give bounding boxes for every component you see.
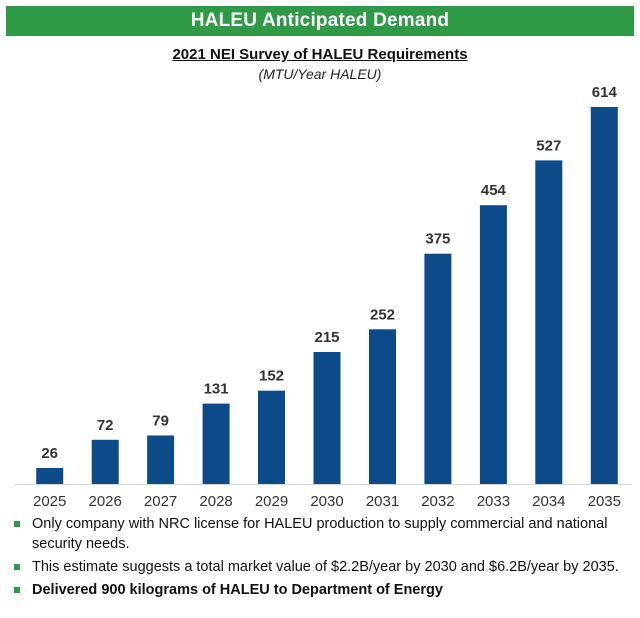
- x-tick-label-2033: 2033: [477, 493, 510, 510]
- bullet-list: Only company with NRC license for HALEU …: [14, 514, 626, 603]
- x-tick-label-2026: 2026: [89, 493, 122, 510]
- data-label-2035: 614: [592, 84, 618, 101]
- data-label-2030: 215: [314, 329, 339, 346]
- data-label-2029: 152: [259, 368, 284, 385]
- bar-2031: [369, 329, 396, 484]
- bar-2027: [147, 435, 175, 484]
- bar-2028: [202, 403, 230, 484]
- bar-2029: [258, 390, 285, 484]
- data-label-2025: 26: [41, 445, 58, 462]
- x-tick-label-2029: 2029: [255, 493, 288, 510]
- data-label-2033: 454: [481, 182, 507, 199]
- chart-subtitle: (MTU/Year HALEU): [258, 66, 382, 82]
- bullet-text-2: This estimate suggests a total market va…: [32, 559, 619, 575]
- chart-title: 2021 NEI Survey of HALEU Requirements: [172, 46, 468, 63]
- x-tick-label-2027: 2027: [144, 493, 177, 510]
- bar-2033: [479, 205, 507, 484]
- bar-2032: [424, 253, 452, 484]
- x-tick-label-2031: 2031: [366, 493, 399, 510]
- data-label-2028: 131: [204, 381, 229, 398]
- bullet-text-3: Delivered 900 kilograms of HALEU to Depa…: [32, 582, 443, 598]
- x-tick-label-2035: 2035: [588, 493, 621, 510]
- x-tick-label-2030: 2030: [310, 493, 343, 510]
- x-tick-label-2032: 2032: [421, 493, 454, 510]
- x-tick-label-2028: 2028: [199, 493, 232, 510]
- chart-title-container: 2021 NEI Survey of HALEU Requirements: [0, 46, 640, 63]
- bullet-item-1: Only company with NRC license for HALEU …: [14, 514, 626, 554]
- bullet-square-icon: [14, 587, 20, 593]
- data-label-2031: 252: [370, 306, 395, 323]
- bullet-item-2: This estimate suggests a total market va…: [14, 557, 626, 577]
- header-title: HALEU Anticipated Demand: [190, 10, 450, 31]
- bullet-text-1: Only company with NRC license for HALEU …: [32, 516, 608, 552]
- bullet-item-3: Delivered 900 kilograms of HALEU to Depa…: [14, 580, 626, 600]
- x-tick-label-2025: 2025: [33, 493, 66, 510]
- x-tick-labels: 2025 2026 2027 2028 2029 2030 2031 2032 2033 2034…: [33, 493, 621, 510]
- data-label-2026: 72: [97, 417, 114, 434]
- bar-2026: [91, 439, 119, 484]
- data-label-2027: 79: [152, 413, 169, 430]
- bar-2034: [535, 160, 563, 484]
- bullet-square-icon: [14, 564, 20, 570]
- header-banner: HALEU Anticipated Demand: [6, 6, 634, 36]
- bar-2035: [590, 107, 618, 484]
- bar-2030: [313, 352, 341, 484]
- data-label-2032: 375: [425, 231, 450, 248]
- bars-group: 26 72 79 131 152 215 252 375 454 527 614: [36, 84, 618, 484]
- bullet-square-icon: [14, 521, 20, 527]
- bar-2025: [36, 468, 64, 484]
- data-label-2034: 527: [536, 137, 561, 154]
- x-tick-label-2034: 2034: [532, 493, 565, 510]
